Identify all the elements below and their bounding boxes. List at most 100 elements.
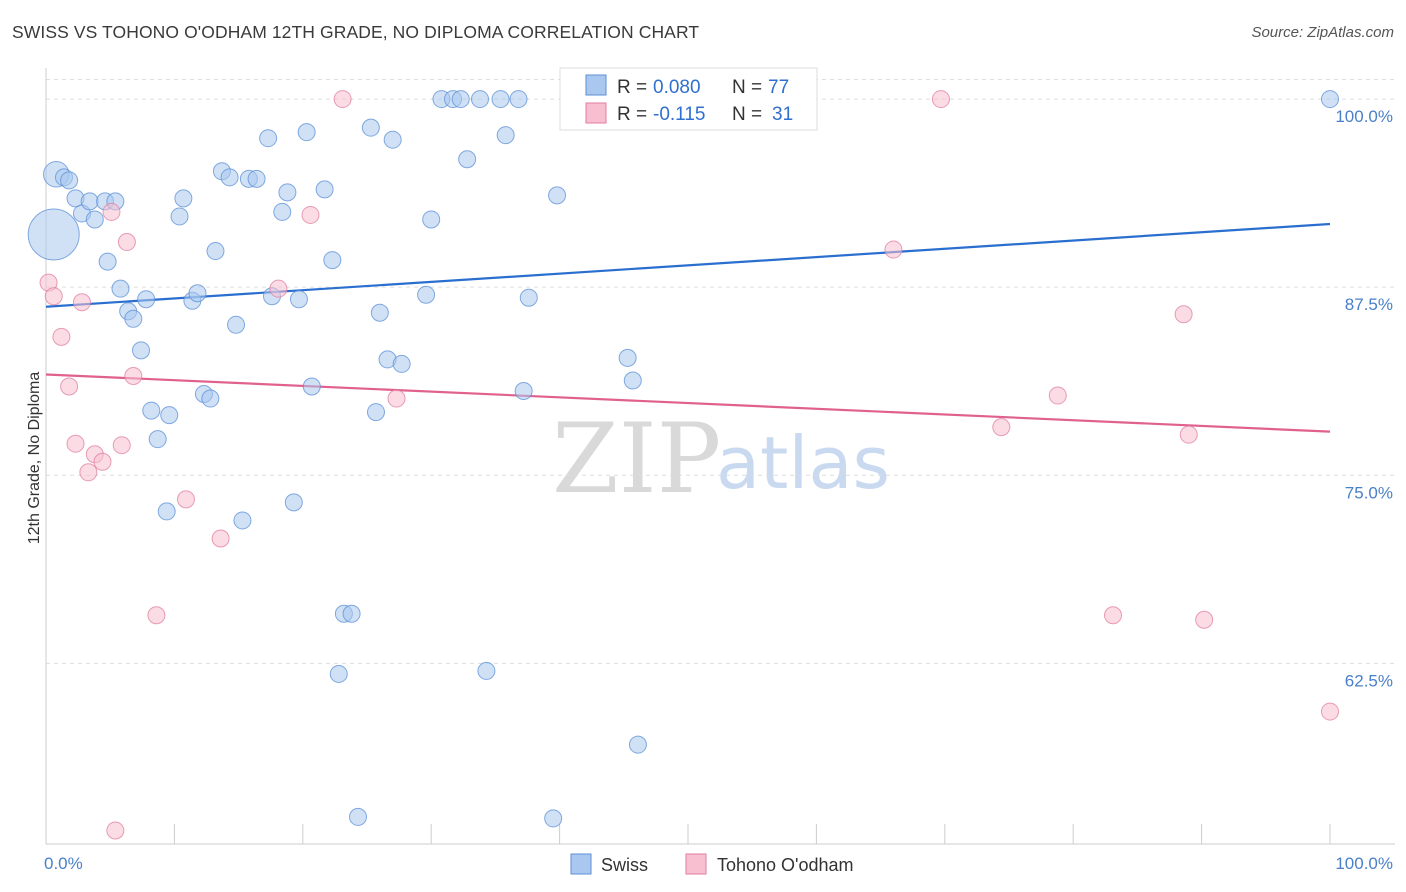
watermark-zip: ZIP (552, 403, 721, 515)
swiss-point-49 (370, 303, 389, 322)
tohono-point-10 (106, 821, 125, 840)
swiss-point-51 (383, 130, 402, 149)
tohono-point-8 (93, 452, 112, 471)
swiss-point-20 (170, 207, 189, 226)
x-tick-label-1: 100.0% (1335, 854, 1393, 873)
trend-lines (45, 222, 1331, 433)
swiss-point-54 (422, 210, 441, 229)
swiss-point-39 (297, 123, 316, 142)
legend-swiss-r-value: 0.080 (653, 77, 701, 98)
tohono-point-22 (884, 240, 903, 259)
y-tick-label-3: 100.0% (1335, 107, 1393, 126)
swiss-point-59 (470, 90, 489, 109)
swiss-point-23 (188, 284, 207, 303)
tohono-point-4 (66, 434, 85, 453)
y-tick-label-2: 87.5% (1345, 295, 1393, 314)
x-tick-label-0: 0.0% (44, 854, 83, 873)
swiss-point-63 (509, 90, 528, 109)
swiss-point-42 (323, 251, 342, 270)
y-tick-label-0: 62.5% (1345, 671, 1393, 690)
swiss-point-60 (477, 661, 496, 680)
swiss-point-35 (273, 202, 292, 221)
swiss-point-10 (98, 252, 117, 271)
swiss-point-57 (451, 90, 470, 109)
swiss-point-53 (417, 285, 436, 304)
swiss-point-66 (544, 809, 563, 828)
swiss-point-25 (201, 389, 220, 408)
legend-tohono-n-label: N = (732, 104, 762, 125)
y-axis-label: 12th Grade, No Diploma (26, 372, 43, 545)
tohono-point-25 (1048, 386, 1067, 405)
swiss-point-46 (349, 807, 368, 826)
tohono-point-13 (124, 366, 143, 385)
tohono-point-5 (72, 293, 91, 312)
swiss-point-74 (1321, 90, 1339, 109)
swiss-point-43 (329, 664, 348, 683)
tohono-point-24 (992, 418, 1011, 437)
swiss-point-47 (361, 118, 380, 137)
tohono-point-6 (79, 463, 98, 482)
swiss-point-70 (618, 348, 637, 367)
tohono-point-15 (176, 490, 195, 509)
swiss-point-45 (342, 604, 361, 623)
axes (45, 68, 1395, 845)
tohono-point-23 (931, 90, 950, 109)
tohono-point-18 (301, 205, 320, 224)
stats-legend: R = 0.080 N = 77 R = -0.115 N = 31 (559, 67, 818, 131)
swiss-point-36 (278, 183, 297, 202)
swiss-point-15 (132, 341, 151, 360)
tohono-point-17 (269, 279, 288, 298)
tohono-point-3 (60, 377, 79, 396)
tohono-point-1 (44, 287, 63, 306)
swiss-trend-line (45, 222, 1331, 308)
chart-title: SWISS VS TOHONO O'ODHAM 12TH GRADE, NO D… (12, 22, 700, 42)
tohono-point-12 (117, 233, 136, 252)
tohono-point-11 (112, 436, 131, 455)
tohono-point-27 (1174, 305, 1193, 324)
tohono-point-20 (387, 389, 406, 408)
legend-swatch-swiss (585, 74, 607, 96)
swiss-point-40 (302, 377, 321, 396)
y-tick-labels: 62.5% 75.0% 87.5% 100.0% (1335, 107, 1393, 690)
tohono-point-14 (147, 606, 166, 625)
swiss-point-37 (284, 493, 303, 512)
swiss-point-62 (496, 126, 515, 145)
swiss-point-17 (148, 430, 167, 449)
data-points (27, 90, 1339, 840)
swiss-point-7 (85, 210, 104, 229)
swiss-point-29 (227, 315, 246, 334)
swiss-point-6 (80, 192, 99, 211)
swiss-point-19 (157, 502, 176, 521)
legend-tohono-r-value: -0.115 (653, 104, 705, 125)
x-tick-labels: 0.0% 100.0% (44, 854, 1393, 873)
swiss-point-64 (514, 382, 533, 401)
swiss-point-3 (60, 171, 79, 190)
swiss-point-13 (124, 309, 143, 328)
swiss-point-58 (458, 150, 477, 169)
legend-swiss-r-label: R = (617, 77, 647, 98)
swiss-point-21 (174, 189, 193, 208)
bottom-legend-swiss: Swiss (601, 855, 648, 875)
swiss-point-48 (366, 403, 385, 422)
swiss-point-41 (315, 180, 334, 199)
swiss-point-61 (491, 90, 510, 109)
legend-tohono-n-value: 31 (772, 104, 793, 125)
gridlines (46, 79, 1395, 664)
swiss-point-65 (519, 288, 538, 307)
swiss-point-72 (628, 735, 647, 754)
tohono-point-26 (1104, 606, 1123, 625)
bottom-legend-swatch-swiss (570, 853, 592, 875)
swiss-point-18 (160, 406, 179, 425)
swiss-point-67 (548, 186, 567, 205)
tohono-point-29 (1195, 610, 1214, 629)
bottom-legend-swatch-tohono (685, 853, 707, 875)
legend-tohono-r-label: R = (617, 104, 647, 125)
tohono-trend-line (45, 373, 1331, 433)
tohono-point-9 (102, 202, 121, 221)
series-legend: Swiss Tohono O'odham (570, 853, 854, 875)
swiss-point-30 (233, 511, 252, 530)
legend-swiss-n-value: 77 (768, 77, 789, 98)
swiss-point-0 (27, 208, 80, 261)
tohono-point-30 (1321, 702, 1339, 721)
